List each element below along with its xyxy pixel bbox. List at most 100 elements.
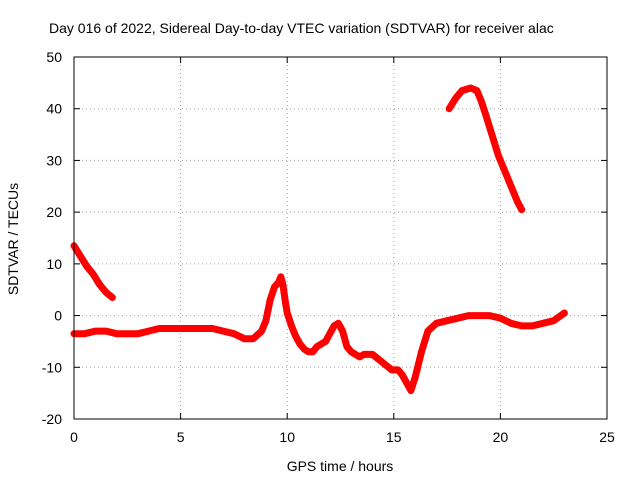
data-point — [508, 320, 515, 327]
data-point — [497, 315, 504, 322]
data-point — [262, 317, 269, 324]
data-point — [271, 284, 278, 291]
data-point — [465, 312, 472, 319]
data-point — [395, 366, 402, 373]
data-series — [70, 84, 568, 395]
data-point — [103, 328, 109, 335]
data-point — [230, 330, 237, 337]
data-point — [388, 366, 395, 373]
data-point — [418, 348, 425, 355]
data-point — [331, 322, 338, 329]
data-point — [90, 271, 97, 278]
data-point — [540, 320, 546, 327]
chart-title: Day 016 of 2022, Sidereal Day-to-day VTE… — [49, 20, 554, 36]
data-point — [322, 338, 329, 345]
data-point — [529, 322, 536, 329]
x-tick-label: 10 — [279, 429, 295, 445]
data-point — [478, 98, 485, 104]
data-point — [103, 289, 109, 296]
data-point — [279, 281, 286, 288]
data-point — [318, 341, 325, 347]
y-tick-label: -10 — [42, 359, 62, 375]
data-point — [267, 297, 274, 304]
x-tick-label: 15 — [386, 429, 402, 445]
data-point — [209, 325, 216, 332]
data-point — [454, 315, 461, 322]
data-point — [369, 351, 376, 358]
data-point — [444, 317, 451, 324]
data-point — [361, 351, 367, 358]
data-point — [375, 356, 382, 363]
data-point — [220, 328, 227, 335]
data-point — [198, 325, 205, 332]
data-point — [135, 330, 141, 337]
x-tick-label: 0 — [70, 429, 78, 445]
x-tick-label: 5 — [177, 429, 185, 445]
data-point — [514, 198, 521, 205]
data-point — [412, 374, 419, 381]
data-point — [188, 325, 195, 332]
data-point — [335, 320, 342, 327]
y-axis-label: SDTVAR / TECUs — [5, 183, 21, 295]
data-point — [433, 320, 440, 327]
data-point — [561, 310, 568, 316]
data-point — [459, 87, 465, 94]
data-point — [488, 131, 495, 138]
x-tick-label: 25 — [599, 429, 615, 445]
grid — [74, 57, 607, 419]
data-point — [292, 333, 299, 340]
data-point — [288, 322, 295, 329]
data-point — [314, 343, 320, 350]
data-point — [518, 322, 525, 329]
y-tick-label: 40 — [46, 101, 62, 117]
y-tick-label: 0 — [54, 308, 62, 324]
data-point — [399, 372, 406, 378]
data-point — [145, 328, 152, 335]
data-point — [113, 330, 120, 337]
data-point — [277, 273, 284, 280]
data-point — [550, 317, 557, 324]
data-point — [166, 325, 173, 332]
series-line-segment-3 — [445, 84, 526, 214]
data-point — [241, 335, 248, 342]
data-point — [382, 361, 389, 368]
x-tick-label: 20 — [493, 429, 509, 445]
data-point — [482, 110, 489, 117]
y-tick-label: 20 — [46, 204, 62, 220]
data-point — [92, 328, 99, 335]
data-point — [339, 328, 346, 335]
data-point — [486, 312, 493, 319]
plot-border — [73, 56, 608, 420]
data-point — [284, 310, 291, 316]
data-point — [258, 328, 265, 335]
data-point — [476, 312, 483, 319]
data-point — [326, 330, 333, 337]
data-point — [309, 348, 316, 355]
data-point — [446, 105, 453, 112]
data-point — [83, 263, 90, 270]
data-point — [407, 387, 414, 394]
y-tick-label: 50 — [46, 49, 62, 65]
x-axis-label: GPS time / hours — [287, 458, 394, 474]
data-point — [473, 87, 480, 94]
data-point — [305, 348, 312, 355]
data-point — [365, 351, 372, 358]
data-point — [403, 379, 410, 386]
y-tick-label: 10 — [46, 256, 62, 272]
data-point — [250, 335, 257, 342]
y-tick-label: 30 — [46, 152, 62, 168]
data-point — [424, 328, 431, 335]
data-point — [124, 330, 131, 337]
data-point — [518, 206, 525, 213]
data-point — [81, 330, 88, 337]
data-point — [297, 341, 303, 347]
data-point — [77, 253, 84, 260]
data-point — [96, 281, 103, 288]
data-point — [343, 343, 350, 350]
data-point — [508, 183, 515, 190]
y-tick-label: -20 — [42, 411, 62, 427]
data-point — [501, 167, 508, 174]
data-point — [452, 95, 459, 102]
data-point — [156, 325, 163, 332]
